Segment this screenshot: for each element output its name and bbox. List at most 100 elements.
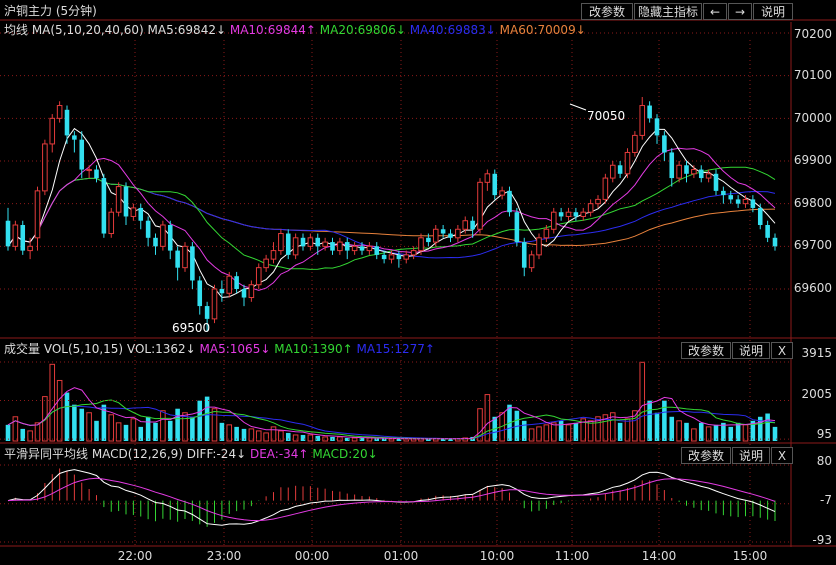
volume-bar	[219, 422, 225, 441]
volume-bar	[255, 430, 262, 442]
time-tick-label: 22:00	[117, 549, 153, 563]
volume-bar	[396, 438, 402, 441]
macd-tick-label: 80	[816, 454, 832, 468]
candle-body	[12, 224, 19, 247]
vol-ma15-value: MA15:1277↑	[356, 342, 435, 356]
candle-body	[765, 225, 770, 238]
dif-value: DIFF:-24↓	[186, 447, 247, 461]
price-tick-label: 70000	[793, 111, 832, 125]
volume-bar	[315, 435, 321, 441]
volume-bar	[366, 437, 373, 442]
volume-bar	[337, 436, 343, 442]
volume-bar	[750, 420, 756, 441]
volume-bar	[374, 438, 380, 441]
candle-body	[123, 186, 129, 217]
candle-body	[543, 228, 550, 239]
instrument-title: 沪铜主力 (5分钟)	[4, 4, 97, 18]
time-tick-label: 00:00	[294, 549, 330, 563]
volume-bar	[94, 420, 99, 441]
volume-bar	[270, 426, 277, 442]
volume-bar	[167, 420, 173, 441]
volume-bar	[684, 422, 689, 441]
candle-body	[536, 237, 542, 256]
vol-ma5-line	[7, 387, 776, 440]
candle-body	[94, 169, 99, 179]
volume-bar	[359, 437, 365, 441]
volume-bar	[617, 422, 623, 441]
help-button[interactable]: 说明	[753, 3, 793, 20]
candle-body	[322, 241, 328, 247]
candle-body	[772, 237, 778, 247]
candle-body	[528, 254, 535, 269]
vol-params-button[interactable]: 改参数	[681, 342, 731, 359]
volume-bar	[772, 426, 778, 441]
price-tick-label: 69800	[793, 196, 832, 210]
volume-bar	[728, 426, 734, 441]
vol-ma15-line	[7, 405, 776, 440]
candle-body	[34, 190, 41, 239]
macd-close-button[interactable]: X	[771, 447, 793, 464]
ma-label: 均线 MA(5,10,20,40,60)	[4, 23, 144, 37]
params-button[interactable]: 改参数	[581, 3, 633, 20]
candle-body	[580, 211, 587, 217]
volume-bar	[462, 437, 469, 442]
time-tick-label: 01:00	[383, 549, 419, 563]
volume-bar	[130, 418, 137, 442]
candle-body	[182, 245, 188, 269]
volume-bar	[322, 436, 328, 442]
dea-value: DEA:-34↑	[249, 447, 309, 461]
vol-close-button[interactable]: X	[771, 342, 793, 359]
candle-body	[153, 237, 158, 247]
ma5-line	[7, 127, 776, 299]
volume-bar	[307, 434, 314, 442]
volume-bar	[234, 426, 239, 441]
volume-bar	[86, 412, 92, 442]
candle-body	[403, 254, 410, 260]
high-leader-line	[569, 103, 587, 111]
volume-bar	[654, 412, 660, 441]
candle-body	[307, 237, 314, 247]
candle-body	[735, 199, 741, 204]
volume-bar	[639, 361, 646, 442]
candle-body	[484, 173, 491, 183]
macd-params-button[interactable]: 改参数	[681, 447, 731, 464]
candle-body	[426, 237, 431, 243]
hide-indicator-button[interactable]: 隐藏主指标	[634, 3, 702, 20]
candle-body	[72, 135, 77, 140]
price-tick-label: 70100	[793, 68, 832, 82]
candle-body	[647, 105, 652, 119]
volume-bar	[632, 410, 638, 442]
vol-ma10-value: MA10:1390↑	[274, 342, 353, 356]
candle-body	[197, 280, 203, 307]
macd-help-button[interactable]: 说明	[732, 447, 770, 464]
next-arrow-icon[interactable]: →	[728, 3, 752, 20]
candle-body	[56, 105, 63, 119]
candle-body	[285, 233, 291, 255]
dif-line	[7, 469, 776, 526]
volume-bar	[676, 420, 682, 442]
volume-bar	[263, 432, 269, 442]
vol-help-button[interactable]: 说明	[732, 342, 770, 359]
volume-bar	[108, 414, 115, 442]
candle-body	[255, 267, 262, 286]
vol-label: 成交量 VOL(5,10,15)	[4, 342, 124, 356]
volume-bar	[226, 424, 233, 442]
volume-bar	[647, 400, 652, 441]
volume-bar	[624, 418, 631, 442]
volume-bar	[12, 416, 19, 442]
candle-body	[20, 225, 26, 251]
prev-arrow-icon[interactable]: ←	[703, 3, 727, 20]
candle-body	[190, 246, 195, 281]
candle-body	[455, 228, 461, 239]
volume-bar	[190, 416, 195, 441]
volume-bar	[565, 424, 572, 442]
candle-body	[234, 276, 239, 289]
candle-body	[292, 237, 299, 256]
candle-body	[639, 105, 646, 136]
volume-bar	[182, 412, 188, 442]
vol-ma10-line	[7, 399, 776, 440]
vol-ma5-value: MA5:1065↓	[199, 342, 271, 356]
candle-body	[477, 181, 483, 230]
volume-bar	[175, 408, 180, 441]
candle-body	[241, 289, 247, 298]
